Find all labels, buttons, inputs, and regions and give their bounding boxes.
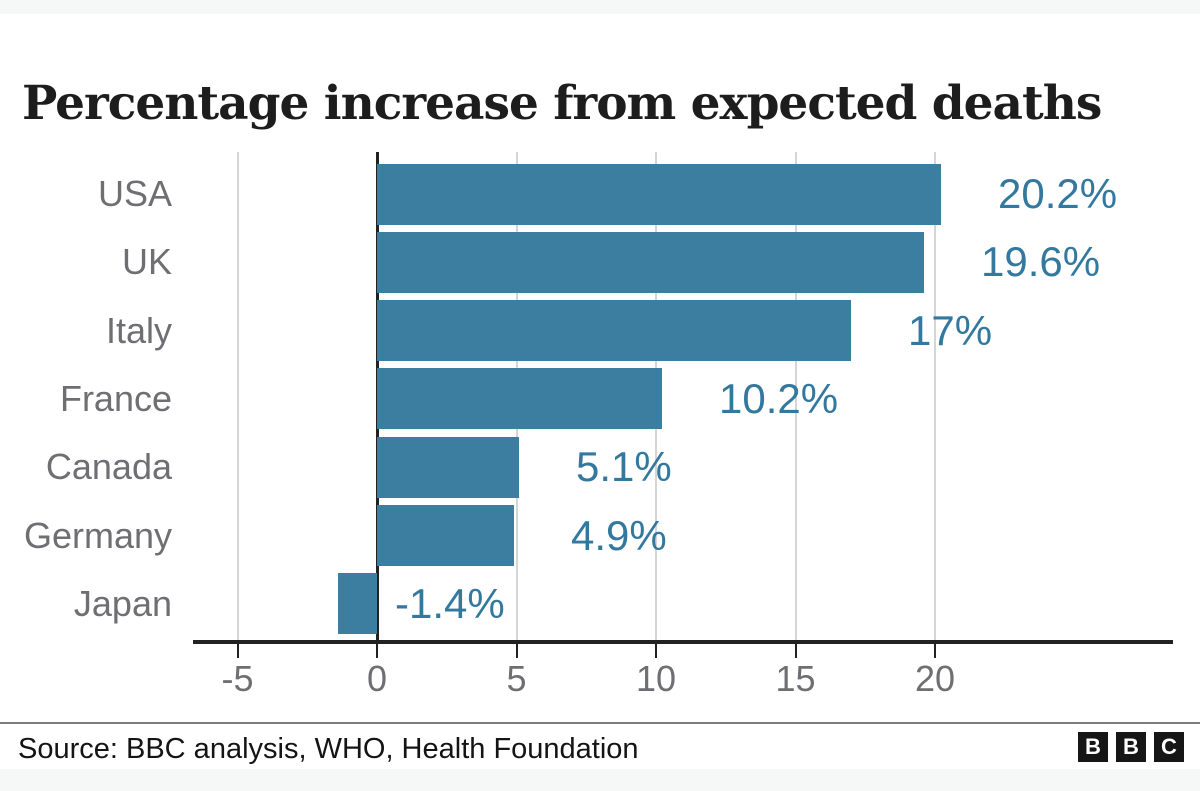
category-label: Italy [105, 310, 172, 351]
gridline [934, 152, 936, 640]
bbc-logo-block: C [1154, 732, 1184, 762]
x-axis-tick-label: 10 [635, 658, 677, 699]
x-axis-tick-label: -5 [221, 658, 254, 699]
x-axis-tick-label: 5 [506, 658, 527, 699]
x-axis-tick [934, 644, 936, 658]
category-label: Germany [23, 515, 172, 556]
bar-japan [338, 573, 377, 634]
bar-germany [377, 505, 514, 566]
bottom-strip [0, 769, 1200, 791]
bbc-logo: B B C [1078, 732, 1184, 762]
bar-canada [377, 437, 519, 498]
source-text: Source: BBC analysis, WHO, Health Founda… [18, 733, 639, 765]
bar-value-label: 5.1% [576, 443, 672, 490]
top-strip [0, 0, 1200, 14]
category-label: Japan [73, 583, 172, 624]
bar-usa [377, 164, 941, 225]
x-axis-tick-label: 0 [366, 658, 388, 699]
bbc-logo-block: B [1116, 732, 1146, 762]
x-axis-tick [236, 644, 239, 658]
bbc-logo-letter: B [1123, 734, 1139, 759]
bar-value-label: 4.9% [571, 512, 667, 559]
gridline [236, 152, 239, 640]
bar-value-label: 10.2% [719, 375, 839, 422]
bbc-logo-letter: C [1161, 734, 1177, 759]
bar-france [377, 368, 662, 429]
category-label: Canada [45, 446, 172, 487]
bbc-logo-block: B [1078, 732, 1108, 762]
x-axis-tick [794, 644, 797, 658]
bar-value-label: 19.6% [981, 238, 1101, 285]
category-label: France [59, 378, 172, 419]
bar-value-label: 17% [908, 307, 993, 354]
x-axis-tick-label: 15 [775, 658, 816, 699]
x-axis-tick [515, 644, 518, 658]
bar-value-label: 20.2% [998, 170, 1118, 217]
gridline [794, 152, 797, 640]
x-axis-line [193, 640, 1173, 644]
x-axis-tick [376, 644, 378, 658]
bar-italy [377, 300, 851, 361]
x-axis-tick [655, 644, 657, 658]
bar-uk [377, 232, 924, 293]
bar-value-label: -1.4% [395, 580, 505, 627]
footer-divider [0, 722, 1200, 724]
chart-title: Percentage increase from expected deaths [22, 76, 1102, 132]
x-axis-tick-label: 20 [914, 658, 956, 699]
bbc-logo-letter: B [1085, 734, 1101, 759]
category-label: UK [121, 241, 172, 282]
category-label: USA [97, 173, 172, 214]
